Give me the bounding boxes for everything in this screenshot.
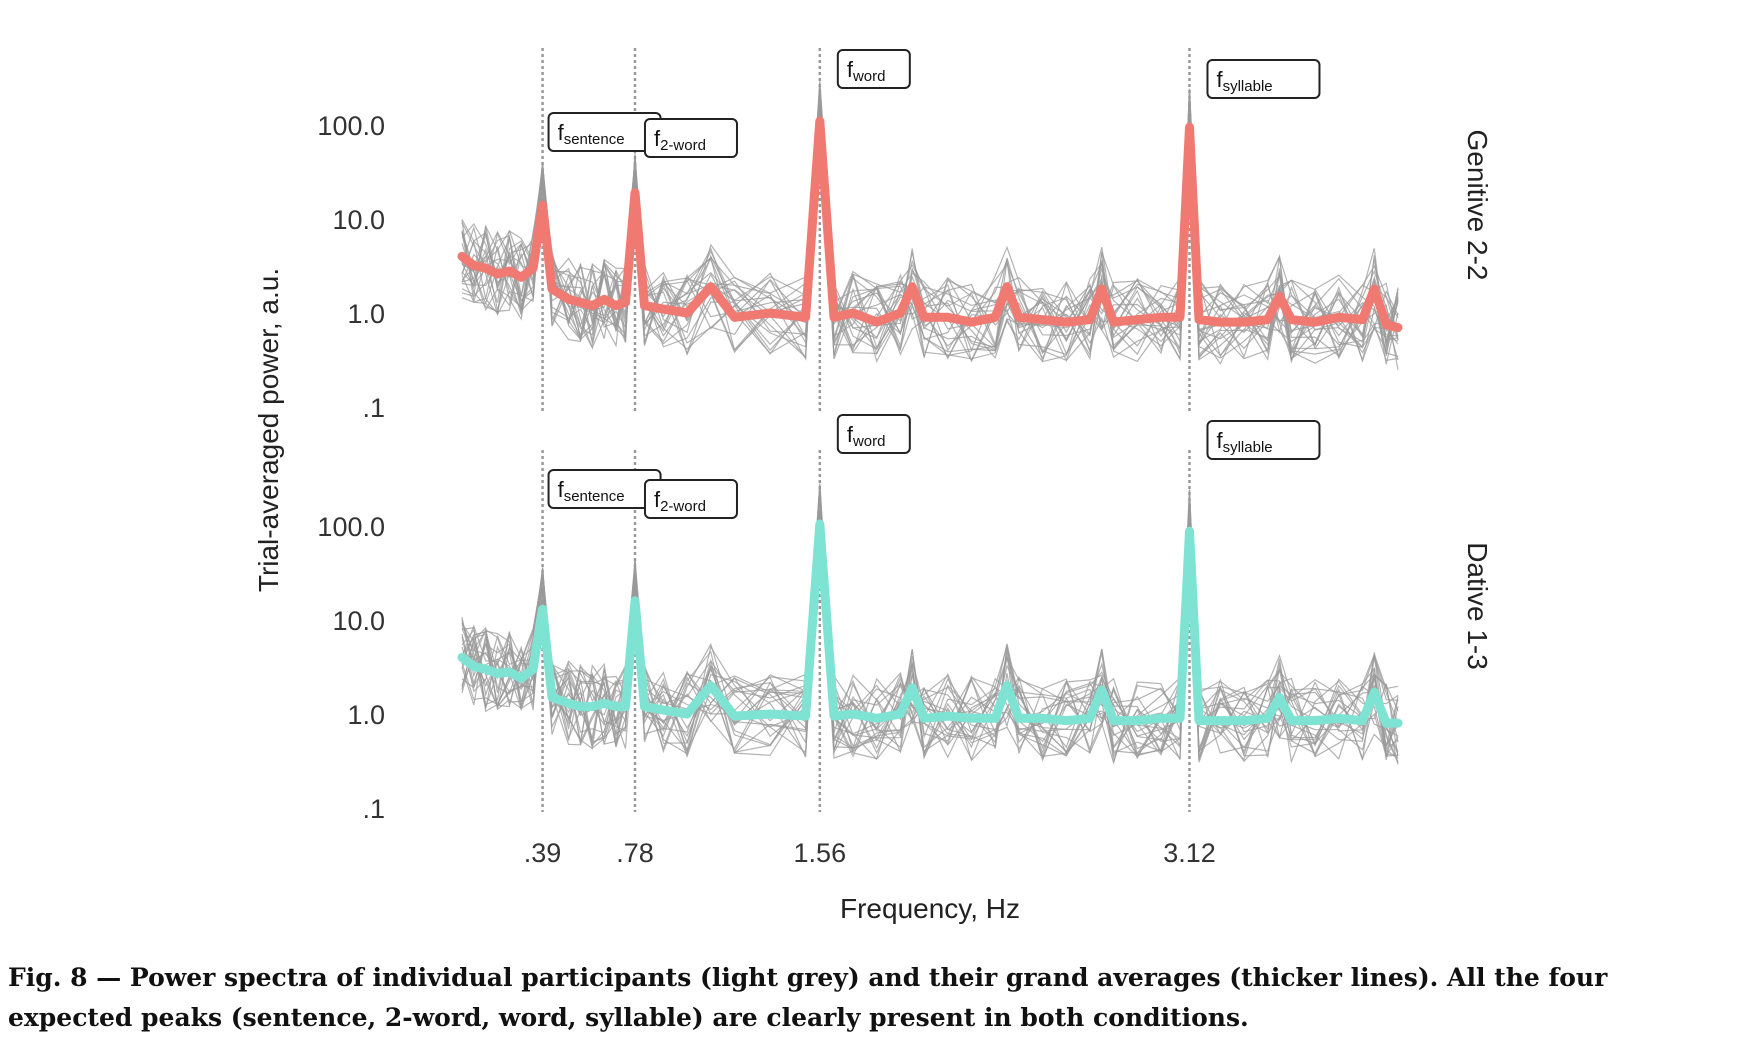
y-axis-label: Trial-averaged power, a.u. [253,268,284,592]
peak-label-box [1206,420,1321,460]
peak-label-text: fsyllable [1216,67,1272,95]
peak-label-text: fword [847,422,886,450]
peak-label: fsyllable [1206,420,1321,460]
peak-label-text: fsyllable [1216,428,1272,456]
individual-spectrum [461,94,1399,360]
y-tick-label: 1.0 [347,700,385,730]
peak-label-text: fsentence [558,477,625,505]
peak-label-box [836,414,911,454]
y-tick-label: 10.0 [332,606,385,636]
grand-average-line [457,116,1403,333]
panel: .1 1.0 10.0 100.0 fsentence f2-word fword fsyll… [317,414,1493,824]
y-tick-label: 1.0 [347,299,385,329]
individual-spectrum [461,94,1399,360]
y-tick-label: .1 [362,393,385,423]
individual-spectrum [461,130,1399,363]
peak-label: f2-word [643,479,738,519]
figure-caption: Fig. 8 — Power spectra of individual par… [8,963,1608,1032]
y-tick-label: 100.0 [317,111,385,141]
individual-spectrum [461,107,1399,364]
peak-label-text: fword [847,57,886,85]
peak-label: fsyllable [1206,59,1321,99]
individual-spectrum [461,499,1399,757]
peak-label: fword [836,414,911,454]
peak-label-box [836,49,911,89]
peak-label-box [1206,59,1321,99]
y-tick-label: 10.0 [332,205,385,235]
grand-average-line [457,519,1403,728]
power-spectra-figure: Trial-averaged power, a.u. Frequency, Hz… [253,48,1493,924]
peak-label-text: f2-word [654,487,706,515]
x-tick-label: 3.12 [1163,838,1216,868]
x-axis-label: Frequency, Hz [840,893,1020,924]
y-tick-label: .1 [362,794,385,824]
y-tick-label: 100.0 [317,512,385,542]
panels: .1 1.0 10.0 100.0 fsentence f2-word fword fsyll… [317,48,1493,824]
x-tick-label: .39 [524,838,562,868]
x-tick-label: .78 [616,838,654,868]
peak-label-box [643,118,738,158]
x-tick-label: 1.56 [794,838,847,868]
peak-label-text: f2-word [654,126,706,154]
peak-label: fword [836,49,911,89]
panel: .1 1.0 10.0 100.0 fsentence f2-word fword fsyll… [317,48,1493,423]
peak-label: fsentence [547,112,662,152]
individual-spectrum [461,98,1399,360]
peak-label: fsentence [547,469,662,509]
x-tick-labels: .39 .78 1.56 3.12 [524,838,1216,868]
peak-label-text: fsentence [558,120,625,148]
panel-strip-label: Genitive 2-2 [1462,130,1493,281]
peak-label-box [643,479,738,519]
peak-label: f2-word [643,118,738,158]
panel-strip-label: Dative 1-3 [1462,542,1493,670]
